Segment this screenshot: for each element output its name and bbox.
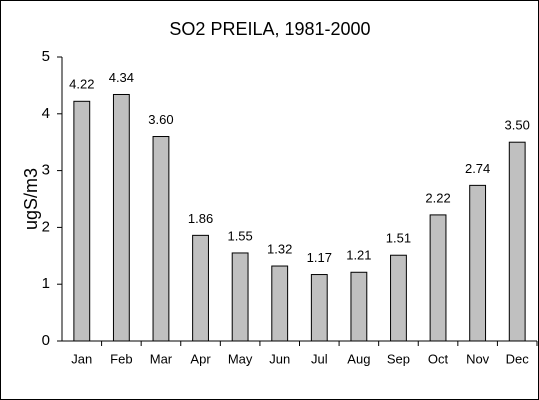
x-tick-label: Nov (466, 351, 490, 366)
x-tick-label: Mar (150, 351, 173, 366)
data-label: 1.21 (346, 248, 371, 263)
y-axis-label: ugS/m3 (21, 168, 41, 230)
bar (429, 214, 447, 342)
bar (192, 234, 209, 342)
data-label: 1.32 (267, 241, 292, 256)
x-tick-label: Jan (71, 351, 92, 366)
data-label: 2.22 (425, 190, 450, 205)
x-tick-label: Jul (311, 351, 328, 366)
x-tick-label: Aug (347, 351, 370, 366)
x-tick-label: Sep (387, 351, 410, 366)
y-tick-label: 1 (42, 275, 50, 292)
bar (231, 252, 249, 342)
data-label: 1.51 (386, 231, 411, 246)
bar (152, 136, 170, 342)
data-label: 1.17 (307, 250, 332, 265)
bar (469, 184, 487, 342)
y-tick-label: 2 (42, 218, 50, 235)
data-label: 4.22 (69, 77, 94, 92)
bar (112, 93, 130, 342)
bar (73, 100, 91, 342)
x-tick-label: Feb (110, 351, 132, 366)
bar (390, 254, 407, 342)
x-tick-label: May (228, 351, 253, 366)
x-tick-label: Oct (428, 351, 449, 366)
x-tick-label: Apr (190, 351, 211, 366)
chart-title: SO2 PREILA, 1981-2000 (169, 19, 370, 39)
y-tick-label: 4 (42, 105, 50, 122)
y-tick-label: 3 (42, 162, 50, 179)
data-label: 3.60 (148, 112, 173, 127)
y-tick-label: 0 (42, 332, 50, 349)
x-tick-label: Dec (506, 351, 530, 366)
data-label: 1.55 (227, 228, 252, 243)
bar (271, 265, 289, 342)
data-label: 3.50 (505, 118, 530, 133)
data-label: 2.74 (465, 161, 490, 176)
bar (508, 141, 526, 342)
y-tick-label: 5 (42, 48, 50, 65)
data-label: 4.34 (109, 70, 134, 85)
data-label: 1.86 (188, 211, 213, 226)
bar (350, 271, 368, 342)
x-tick-label: Jun (269, 351, 290, 366)
bar (310, 274, 328, 342)
